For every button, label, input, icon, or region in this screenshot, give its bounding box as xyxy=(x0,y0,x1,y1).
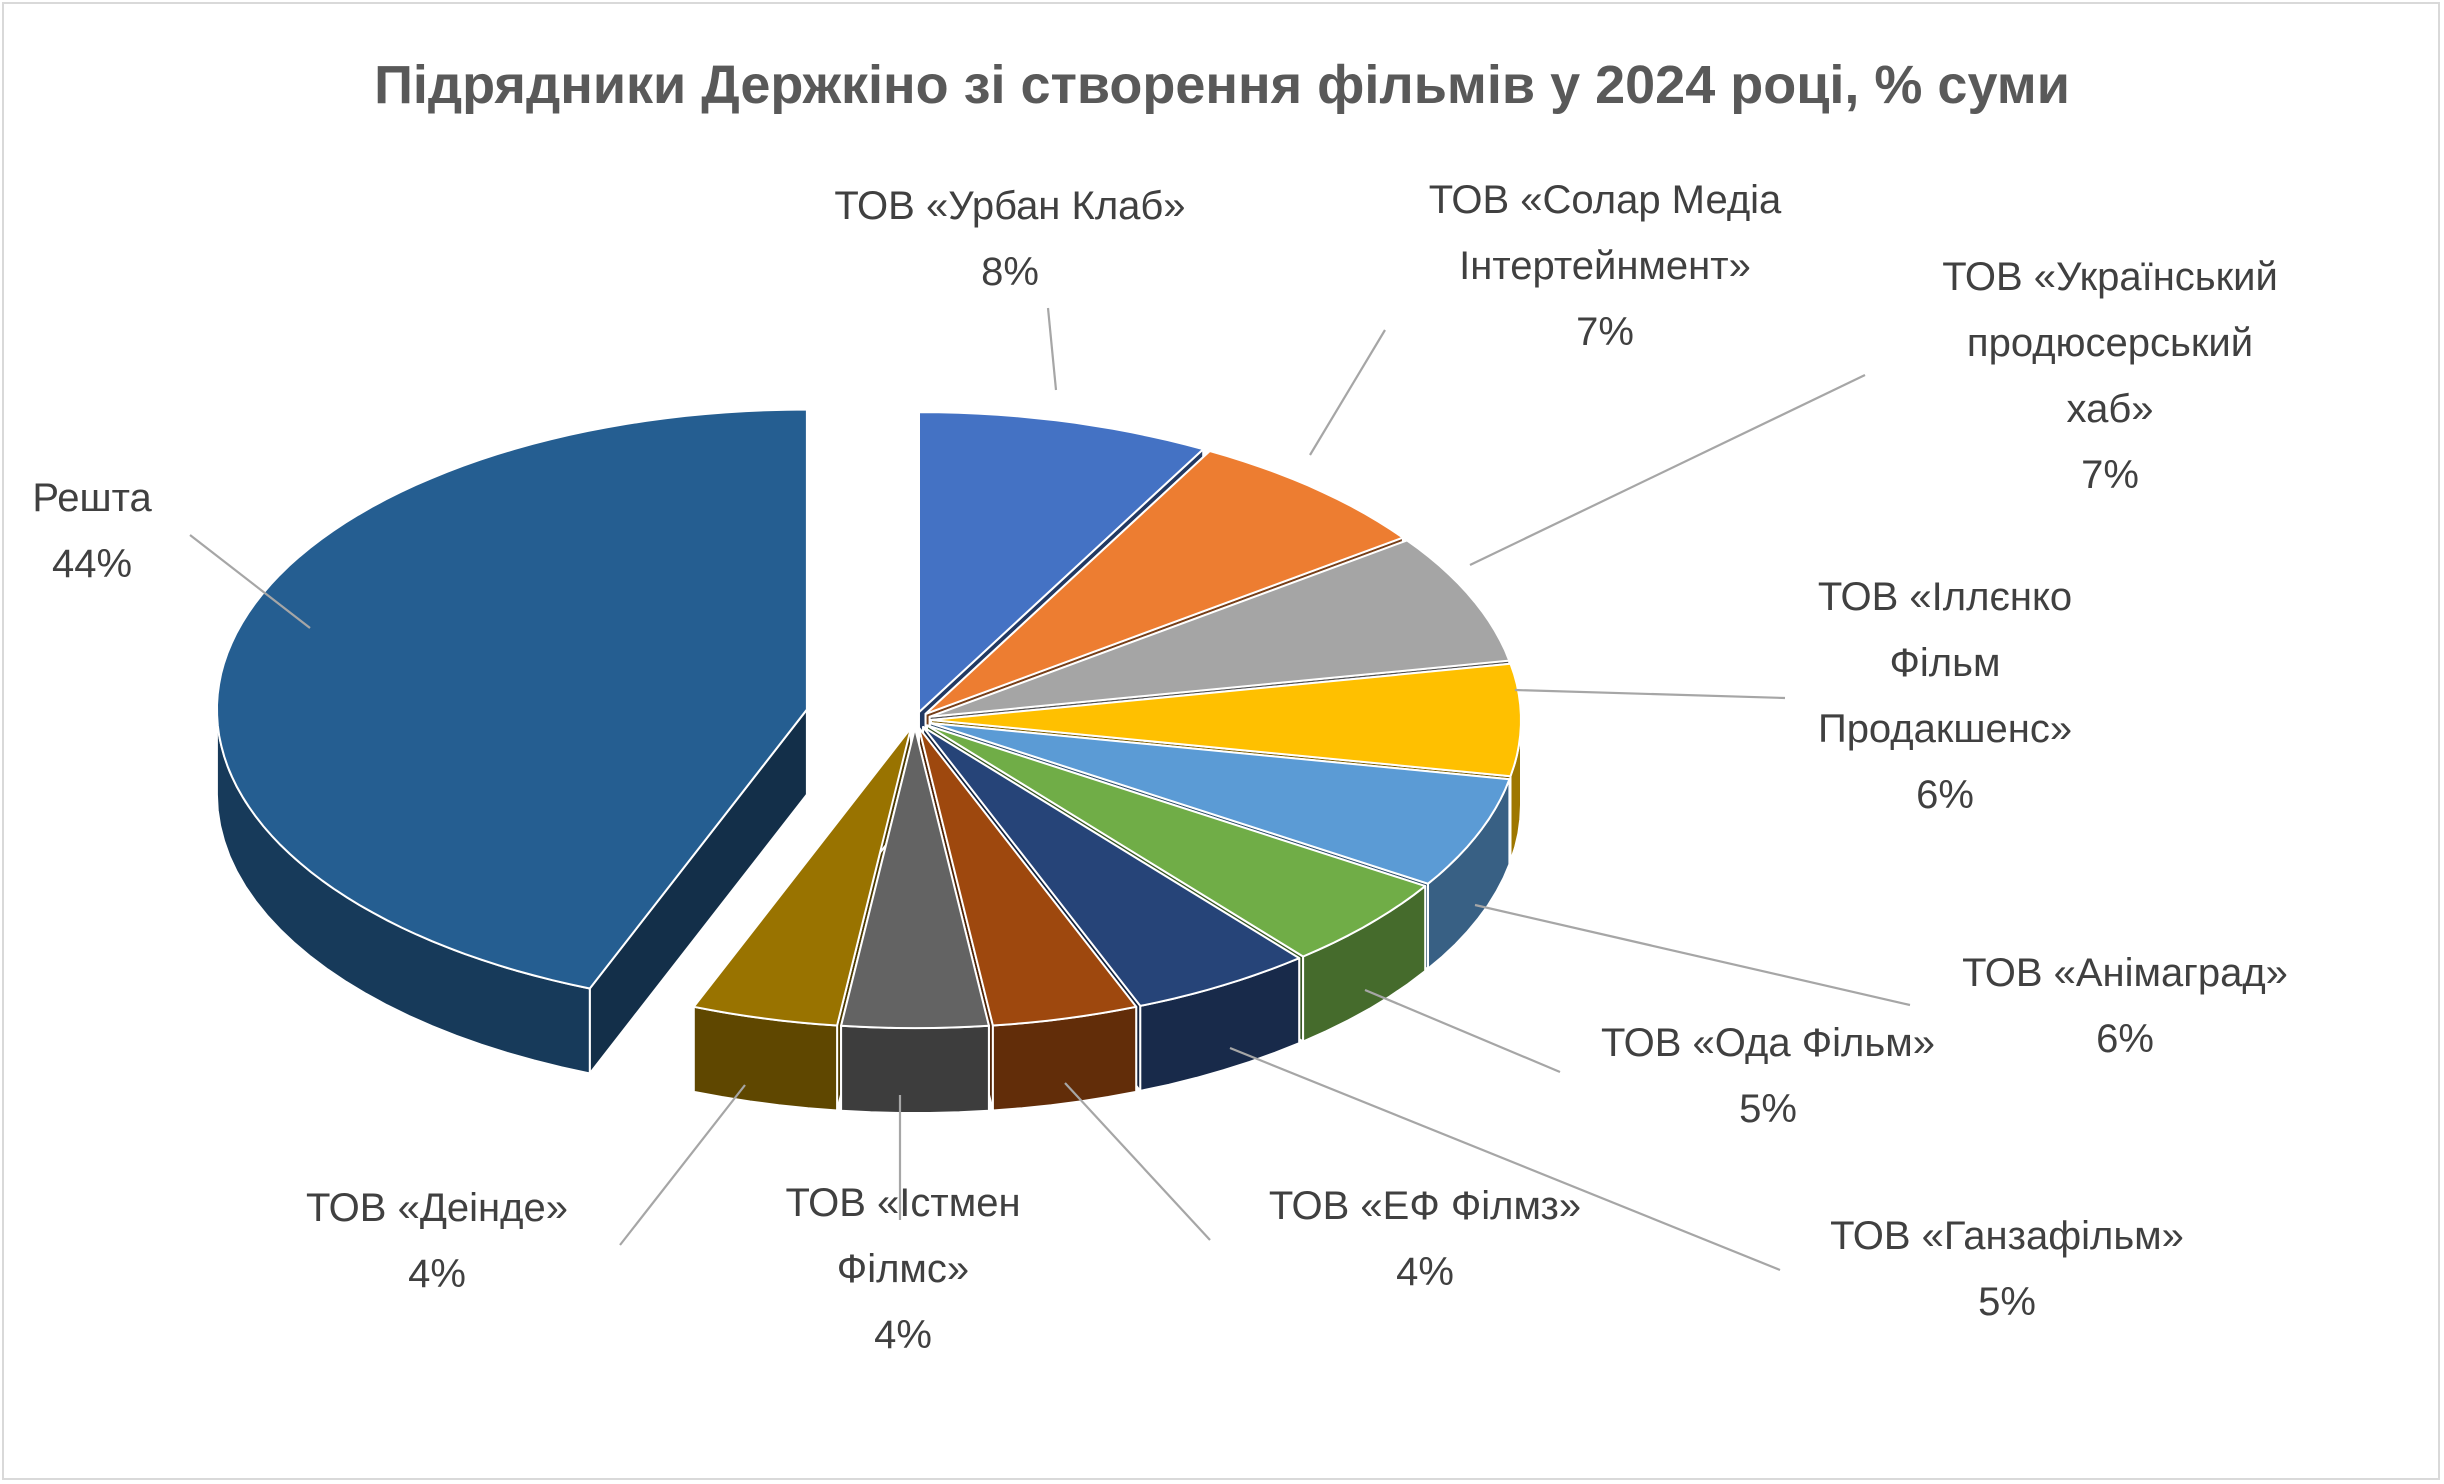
data-label-value: 44% xyxy=(52,542,132,586)
slice-top-face xyxy=(928,539,1511,718)
slice-top-face xyxy=(924,450,1404,715)
slice-top-face xyxy=(216,408,808,990)
data-label-value: 5% xyxy=(1978,1280,2036,1324)
leader-line xyxy=(1309,329,1386,456)
slice-outer-wall xyxy=(840,1024,990,1114)
data-label-value: 5% xyxy=(1739,1087,1797,1131)
slice-top-face xyxy=(926,724,1427,958)
data-label-name: ТОВ «Ода Фільм» xyxy=(1601,1021,1935,1065)
data-label-name: ТОВ «Український xyxy=(1942,255,2278,299)
chart-title: Підрядники Держкіно зі створення фільмів… xyxy=(374,55,2070,115)
slice-top-face xyxy=(928,722,1511,885)
slice-top-face xyxy=(930,662,1522,778)
data-label: ТОВ «Ода Фільм» 5% xyxy=(1601,1021,1935,1131)
data-label-value: 4% xyxy=(874,1313,932,1357)
data-label: ТОВ «Солар Медіа Інтертейнмент» 7% xyxy=(1429,178,1782,354)
leader-line xyxy=(1064,1082,1211,1241)
slice-top-face xyxy=(922,726,1301,1007)
slice-top-face xyxy=(692,726,912,1027)
data-label-value: 7% xyxy=(2081,453,2139,497)
data-label-value: 6% xyxy=(1916,773,1974,817)
data-label-name: продюсерський xyxy=(1967,321,2253,365)
leader-line xyxy=(1474,903,1911,1007)
data-label: ТОВ «Істмен Філмс» 4% xyxy=(785,1181,1020,1357)
leader-lines xyxy=(189,307,1911,1272)
pie-slice xyxy=(840,727,990,1114)
data-label-name: ТОВ «Істмен xyxy=(785,1181,1020,1225)
data-label-name: Продакшенс» xyxy=(1818,707,2072,751)
slice-top-face xyxy=(918,726,1138,1027)
leader-line xyxy=(1046,307,1058,391)
leader-line xyxy=(1364,988,1561,1074)
data-label-name: Решта xyxy=(32,476,152,520)
data-label: Решта 44% xyxy=(32,476,152,586)
data-label-value: 6% xyxy=(2096,1017,2154,1061)
leader-line xyxy=(189,534,311,629)
data-label: ТОВ «Анімаград» 6% xyxy=(1962,951,2288,1061)
leader-line xyxy=(1229,1046,1781,1272)
leader-line xyxy=(1514,688,1786,700)
data-label: ТОВ «Урбан Клаб» 8% xyxy=(834,184,1185,294)
data-label-name: ТОВ «Урбан Клаб» xyxy=(834,184,1185,228)
data-label-name: ТОВ «Ганзафільм» xyxy=(1830,1214,2184,1258)
data-label-value: 4% xyxy=(408,1252,466,1296)
data-label-name: Філмс» xyxy=(837,1247,969,1291)
pie-slice xyxy=(215,408,808,1075)
data-label-name: ТОВ «Іллєнко xyxy=(1818,575,2072,619)
data-label: ТОВ «Ганзафільм» 5% xyxy=(1830,1214,2184,1324)
data-label-value: 4% xyxy=(1396,1250,1454,1294)
leader-line xyxy=(619,1084,746,1246)
data-label-name: ТОВ «Солар Медіа xyxy=(1429,178,1782,222)
data-label-name: хаб» xyxy=(2067,387,2154,431)
data-labels: ТОВ «Урбан Клаб» 8% ТОВ «Солар Медіа Інтерт… xyxy=(32,178,2288,1357)
data-label-name: ТОВ «Анімаград» xyxy=(1962,951,2288,995)
data-label-name: ТОВ «ЕФ Філмз» xyxy=(1269,1184,1581,1228)
slice-top-face xyxy=(840,727,990,1030)
data-label: ТОВ «Іллєнко Фільм Продакшенс» 6% xyxy=(1818,575,2072,817)
data-label: ТОВ «ЕФ Філмз» 4% xyxy=(1269,1184,1581,1294)
data-label-name: Інтертейнмент» xyxy=(1459,244,1751,288)
data-label-value: 8% xyxy=(981,250,1039,294)
leader-line xyxy=(1469,374,1866,566)
data-label-name: Фільм xyxy=(1890,641,2001,685)
data-label: ТОВ «Деінде» 4% xyxy=(306,1186,568,1296)
data-label: ТОВ «Український продюсерський хаб» 7% xyxy=(1942,255,2278,497)
data-label-value: 7% xyxy=(1576,310,1634,354)
data-label-name: ТОВ «Деінде» xyxy=(306,1186,568,1230)
slice-top-face xyxy=(918,411,1205,714)
slice-sides xyxy=(215,408,1522,1114)
